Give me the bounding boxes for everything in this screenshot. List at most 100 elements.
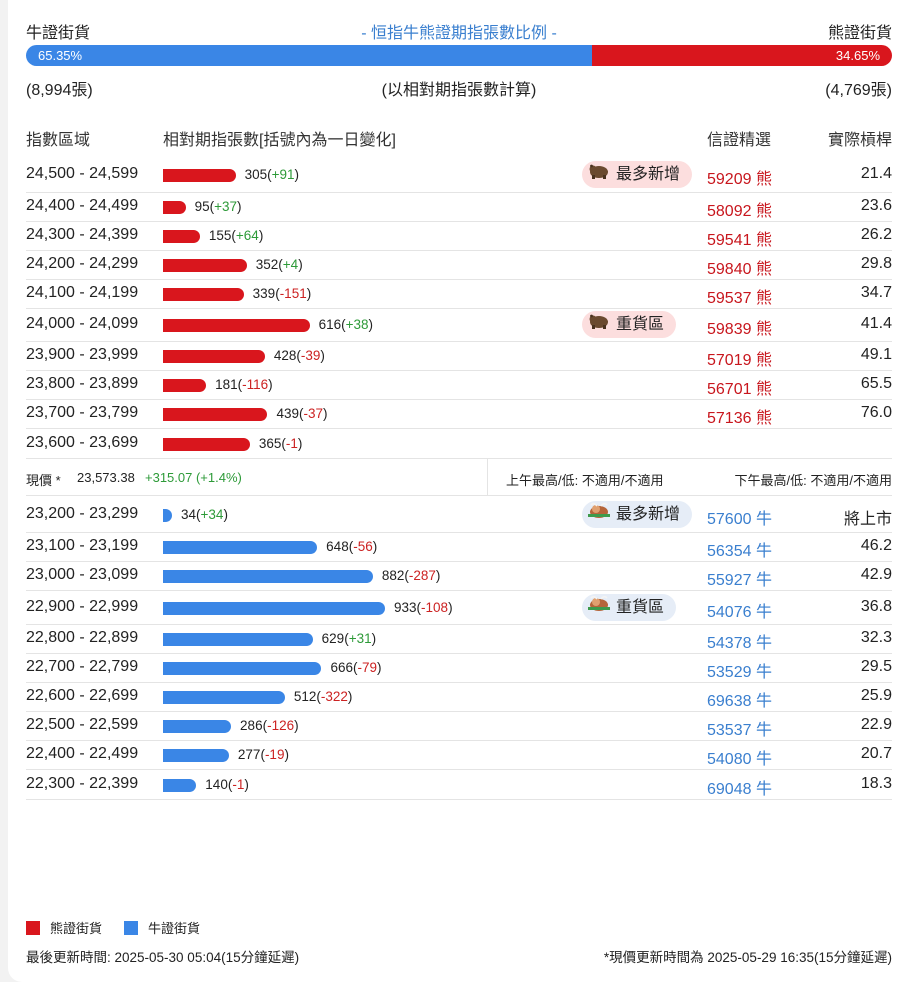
daily-change: +31 [348,631,372,646]
price-updated: *現價更新時間為 2025-05-29 16:35(15分鐘延遲) [603,950,892,965]
leverage-value: 22.9 [860,716,892,733]
contracts-bar [163,778,197,792]
bull-ratio-segment: 65.35% [26,45,592,66]
leverage-value: 41.4 [860,315,892,332]
contracts-value: 666(-79) [330,660,382,675]
table-row: 22,600 - 22,699 512(-322) 69638 牛 25.9 [26,683,892,712]
pick-code-link[interactable]: 59209 熊 [707,170,772,188]
tag-heavy: 重貨區 [582,593,677,621]
contracts-bar [163,259,247,272]
bear-icon [588,311,610,338]
leverage-value: 25.9 [860,687,892,704]
panel: 牛證街貨 - 恒指牛熊證期指張數比例 - 熊證街貨 65.35% 34.65% … [8,0,907,982]
pick-code-link[interactable]: 59541 熊 [707,232,772,249]
bull-legend-label: 牛證街貨 [148,921,201,936]
index-range: 22,600 - 22,699 [26,687,139,704]
contracts-value: 616(+38) [318,317,373,332]
contracts-value: 286(-126) [240,718,299,733]
col-contracts: 相對期指張數[括號內為一日變化] [163,132,396,149]
ratio-bar: 65.35% 34.65% [26,45,892,66]
index-range: 22,400 - 22,499 [26,745,139,762]
pick-code-link[interactable]: 56701 熊 [707,381,772,398]
tag-most_new: 最多新增 [582,160,693,188]
pick-code-link[interactable]: 53537 牛 [707,722,772,739]
contracts-value: 428(-39) [273,348,325,363]
contracts-bar [163,201,186,214]
table-row: 24,500 - 24,599 305(+91) 最多新增 59209 熊 21.4 [26,157,892,193]
index-range: 24,400 - 24,499 [26,197,139,214]
daily-change: -108 [421,599,449,615]
leverage-value: 20.7 [860,745,892,762]
table-row: 23,700 - 23,799 439(-37) 57136 熊 76.0 [26,400,892,429]
daily-change: -19 [264,747,285,762]
leverage-value: 46.2 [860,537,892,554]
contracts-value: 277(-19) [237,747,289,762]
daily-change: -322 [320,689,348,704]
daily-change: +34 [200,506,224,522]
page-title: - 恒指牛熊證期指張數比例 - [361,25,557,42]
daily-change: -126 [267,718,295,733]
pick-code-link[interactable]: 54378 牛 [707,635,772,652]
leverage-value: 26.2 [860,226,892,243]
contracts-bar [163,168,236,182]
bear-ratio-segment: 34.65% [591,45,892,66]
col-pick: 信證精選 [707,132,772,149]
leverage-value: 65.5 [860,375,892,392]
daily-change: -1 [285,435,298,451]
pm-high-low: 下午最高/低: 不適用/不適用 [734,473,892,488]
leverage-value: 29.8 [860,255,892,272]
current-price-row: 現價 * 23,573.38 +315.07 (+1.4%) 上午最高/低: 不… [26,459,892,496]
table-row: 24,100 - 24,199 339(-151) 59537 熊 34.7 [26,280,892,309]
contracts-bar [163,288,244,301]
pick-code-link[interactable]: 59840 熊 [707,261,772,278]
contracts-value: 95(+37) [194,199,242,214]
pick-code-link[interactable]: 55927 牛 [707,572,772,589]
pick-code-link[interactable]: 59537 熊 [707,290,772,307]
pick-code-link[interactable]: 57136 熊 [707,410,772,427]
bull-icon [588,501,610,528]
bull-legend-swatch [124,920,139,935]
contracts-bar [163,350,265,363]
leverage-value: 34.7 [860,284,892,301]
table-row: 23,600 - 23,699 365(-1) [26,429,892,459]
daily-change: +64 [235,228,259,243]
contracts-value: 629(+31) [321,631,377,646]
index-range: 22,500 - 22,599 [26,716,139,733]
index-range: 24,300 - 24,399 [26,226,139,243]
pick-code-link[interactable]: 56354 牛 [707,543,772,560]
daily-change: -151 [279,286,307,301]
pick-code-link[interactable]: 54080 牛 [707,751,772,768]
contracts-bar [163,749,229,762]
daily-change: -56 [353,539,373,554]
price-label: 現價 * [26,473,61,488]
table-row: 23,000 - 23,099 882(-287) 55927 牛 42.9 [26,562,892,591]
contracts-value: 339(-151) [252,286,312,301]
index-range: 23,200 - 23,299 [26,504,139,522]
bear-icon [588,161,610,188]
contracts-value: 140(-1) [205,776,249,792]
contracts-value: 365(-1) [258,435,303,451]
am-high-low: 上午最高/低: 不適用/不適用 [506,473,664,488]
daily-change: -1 [232,776,245,792]
pick-code-link[interactable]: 53529 牛 [707,664,772,681]
pick-code-link[interactable]: 59839 熊 [707,321,772,338]
daily-change: +37 [214,199,238,214]
pick-code-link[interactable]: 57019 熊 [707,352,772,369]
pick-code-link[interactable]: 54076 牛 [707,603,772,621]
leverage-value: 76.0 [860,404,892,421]
contracts-bar [163,408,268,421]
table-row: 23,200 - 23,299 34(+34) 最多新增 57600 牛 將上市 [26,497,892,533]
pick-code-link[interactable]: 69638 牛 [707,693,772,710]
contracts-bar [163,379,207,392]
pick-code-link[interactable]: 58092 熊 [707,203,772,220]
contracts-bar [163,541,318,554]
pick-code-link[interactable]: 57600 牛 [707,510,772,528]
contracts-bar [163,319,310,332]
table-row: 23,900 - 23,999 428(-39) 57019 熊 49.1 [26,342,892,371]
index-range: 22,900 - 22,999 [26,597,139,615]
pick-code-link[interactable]: 69048 牛 [707,780,772,798]
contracts-value: 155(+64) [208,228,264,243]
last-updated: 最後更新時間: 2025-05-30 05:04(15分鐘延遲) [26,950,300,965]
index-range: 23,000 - 23,099 [26,566,139,583]
daily-change: -37 [303,406,323,421]
